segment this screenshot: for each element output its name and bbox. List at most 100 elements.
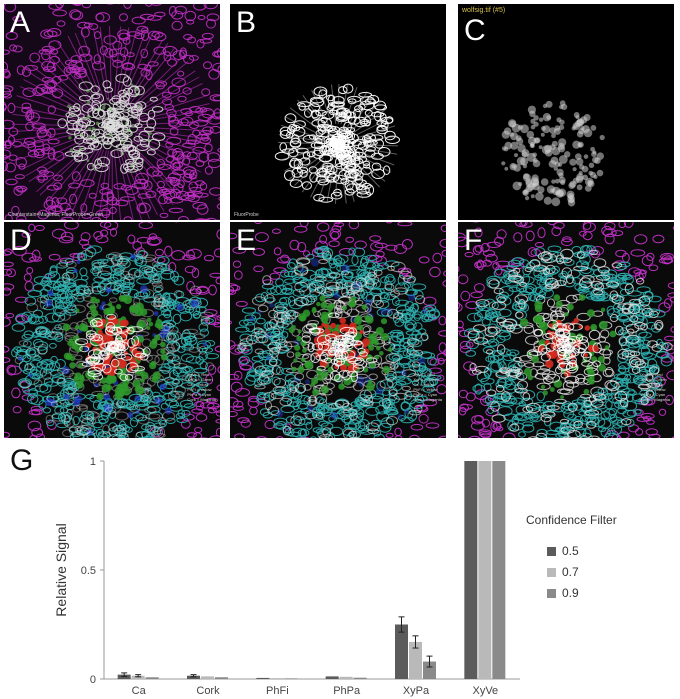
cell-outline <box>201 32 214 40</box>
cell-outline <box>217 65 220 74</box>
cell-outline <box>168 390 180 402</box>
cell-signal <box>538 117 544 122</box>
bar <box>284 678 298 679</box>
cell-outline <box>68 426 79 433</box>
cell-outline <box>285 310 299 320</box>
cell-outline <box>510 366 521 373</box>
cell-signal <box>382 365 391 374</box>
legend-label: 0.7 <box>562 565 579 579</box>
cell-outline <box>196 342 209 353</box>
cell-outline <box>205 353 220 360</box>
cell-outline <box>60 411 73 423</box>
cell-outline <box>230 411 238 417</box>
cell-outline <box>123 4 132 9</box>
cell-outline <box>101 278 112 285</box>
cell-outline <box>180 419 191 429</box>
cell-outline <box>28 349 37 359</box>
cell-outline <box>118 257 130 265</box>
cell-outline <box>631 366 641 374</box>
cell-outline <box>590 280 603 290</box>
cell-outline <box>183 328 199 335</box>
cell-outline <box>59 259 68 267</box>
cell-outline <box>134 85 145 96</box>
cell-outline <box>21 252 37 263</box>
radial-file <box>44 51 96 108</box>
cell-outline <box>342 428 355 438</box>
cell-outline <box>141 430 153 438</box>
cell-outline <box>458 236 469 248</box>
cell-signal <box>542 125 551 134</box>
cell-outline <box>11 141 23 147</box>
cell-outline <box>203 4 218 10</box>
cell-outline <box>51 312 66 323</box>
cell-outline <box>115 401 126 408</box>
cell-outline <box>291 134 300 145</box>
cell-signal <box>333 292 340 299</box>
radial-file <box>277 141 319 144</box>
cell-outline <box>642 307 653 317</box>
cell-outline <box>536 368 551 376</box>
cell-outline <box>177 95 187 102</box>
cell-outline <box>194 218 207 220</box>
cell-signal <box>379 351 384 356</box>
cell-outline <box>168 5 177 17</box>
cell-outline <box>148 138 161 150</box>
cell-outline <box>115 332 128 342</box>
cell-signal <box>596 169 604 177</box>
cell-outline <box>43 171 54 177</box>
cell-outline <box>4 85 14 93</box>
cell-signal <box>148 321 154 327</box>
cell-outline <box>495 426 504 432</box>
cell-outline <box>560 248 574 260</box>
cell-outline <box>83 289 94 295</box>
cell-outline <box>638 331 652 339</box>
cell-signal <box>418 357 426 365</box>
cell-outline <box>522 285 535 294</box>
cell-outline <box>309 327 325 334</box>
cell-outline <box>470 421 485 431</box>
cell-outline <box>158 416 167 426</box>
cell-outline <box>301 335 311 343</box>
cell-outline <box>101 363 112 374</box>
cell-outline <box>381 309 393 317</box>
cell-outline <box>140 48 148 59</box>
cell-outline <box>328 257 338 269</box>
cell-outline <box>113 282 123 292</box>
panel-letter-a: A <box>10 6 31 39</box>
cell-outline <box>438 315 446 326</box>
cell-outline <box>80 249 94 261</box>
cell-outline <box>213 51 220 58</box>
cell-outline <box>173 363 188 369</box>
cell-signal <box>422 309 427 314</box>
cell-outline <box>327 173 340 183</box>
cell-signal <box>74 150 77 153</box>
cell-outline <box>546 298 556 308</box>
cell-outline <box>53 174 63 182</box>
cell-outline <box>365 293 375 303</box>
cell-outline <box>380 276 390 284</box>
cell-outline <box>56 290 69 299</box>
cell-outline <box>22 141 36 148</box>
cell-signal <box>535 314 543 323</box>
cell-outline <box>291 427 306 438</box>
cell-outline <box>380 417 394 428</box>
cell-outline <box>544 277 559 288</box>
cell-outline <box>186 432 197 438</box>
cell-outline <box>8 127 19 136</box>
cell-outline <box>492 262 500 270</box>
cell-outline <box>5 162 16 173</box>
radial-file <box>105 150 111 220</box>
cell-outline <box>184 403 195 409</box>
cell-outline <box>230 232 238 240</box>
micrograph-panel-d: D XyVe = Red XyPa = Green Ca = Yellow Ph… <box>4 222 220 438</box>
cell-outline <box>381 397 391 409</box>
cell-outline <box>41 49 51 61</box>
cell-outline <box>138 112 150 123</box>
bar <box>395 624 408 679</box>
cell-outline <box>301 181 312 190</box>
cell-outline <box>287 270 296 278</box>
cell-outline <box>313 135 324 141</box>
cell-outline <box>112 101 126 111</box>
cell-outline <box>213 248 220 258</box>
cell-outline <box>364 280 378 289</box>
